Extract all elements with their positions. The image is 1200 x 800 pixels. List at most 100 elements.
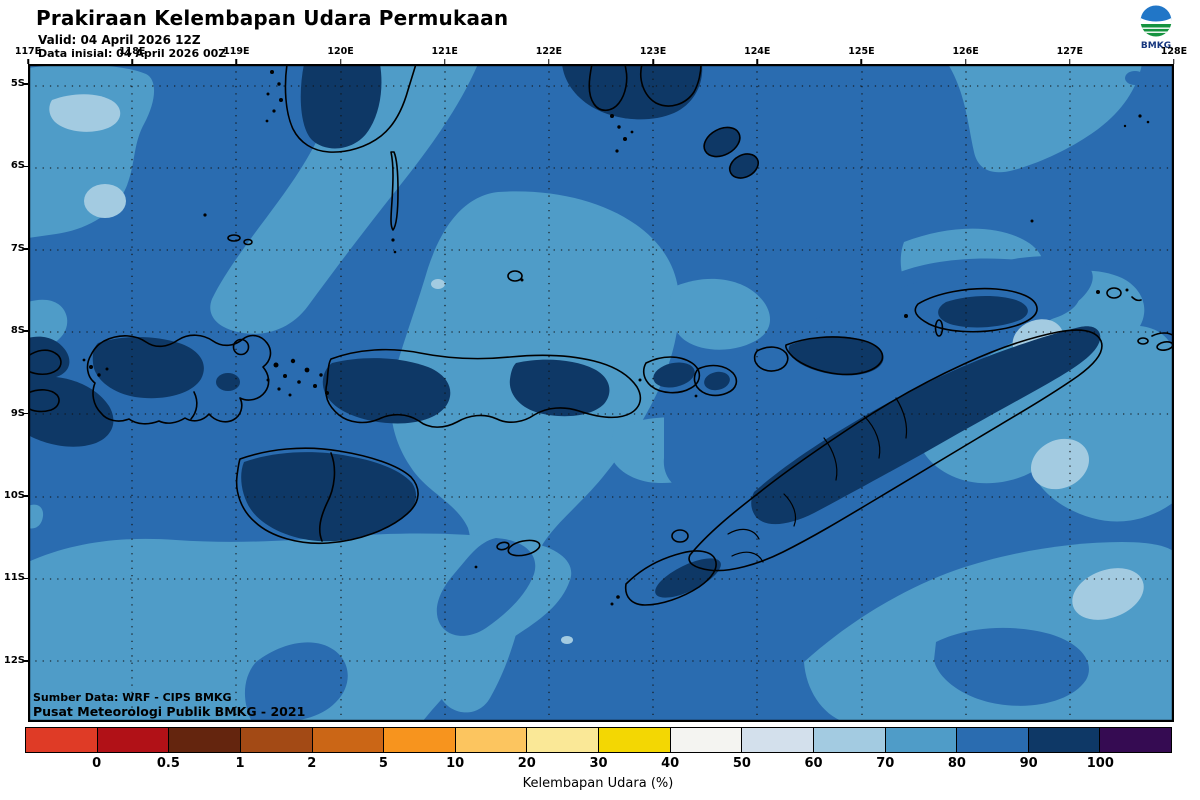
forecast-map [27,63,1175,723]
data-source-label: Sumber Data: WRF - CIPS BMKG [33,691,232,704]
colorbar-tick-label: 10 [446,756,465,771]
colorbar-tick-label: 100 [1086,756,1114,771]
lat-label: 6S [10,160,25,172]
colorbar-segment [884,728,957,752]
lat-label: 11S [3,572,25,584]
lat-label: 7S [10,242,25,254]
islet-pair-2 [243,238,253,246]
colorbar-segment [1027,728,1100,752]
axis-tick [23,330,28,332]
lat-label: 8S [10,325,25,337]
coast-pantar [753,346,789,372]
lat-label: 5S [10,78,25,89]
coast-adonara [642,356,701,394]
axis-tick [23,495,28,497]
coastlines [27,63,1175,606]
lon-label: 118E [119,46,146,57]
timor-inner-borders [727,397,908,563]
lon-label: 123E [639,46,667,57]
axis-tick [964,59,967,64]
lon-label: 120E [327,46,354,57]
island-savu [507,539,541,557]
bmkg-logo: BMKG [1134,4,1178,51]
island-raijua [496,541,510,551]
colorbar-tick-label: 60 [804,756,823,771]
coast-west-sumbawa [27,349,62,413]
colorbar-segment [812,728,885,752]
colorbar-title: Kelembapan Udara (%) [522,776,674,791]
colorbar-segment [669,728,742,752]
coast-lembata [693,364,738,397]
colorbar-segment [383,728,455,752]
colorbar-tick-label: 2 [307,756,317,771]
island-leti-1 [1137,337,1149,345]
page-title: Prakiraan Kelembapan Udara Permukaan [36,6,509,30]
axis-tick [652,59,654,64]
bay-saleh [190,391,198,420]
axis-tick [27,59,29,64]
colorbar-tick-label: 0.5 [156,756,180,771]
graticule [28,64,1174,722]
map-border [27,63,1175,723]
colorbar-segment [454,728,527,752]
colorbar-tick-label: 50 [732,756,751,771]
longitude-axis: 117E 118E 119E 120E 121E 122E 123E 124E 125E 126E… [0,46,1200,64]
lat-label: 12S [3,654,25,666]
lon-label: 124E [744,46,771,57]
axis-tick [443,59,446,64]
lon-label: 122E [535,46,563,57]
sumba-inner-line [319,452,336,542]
lon-label: 128E [1160,46,1188,57]
init-time-label: Data inisial: 04 April 2026 00Z [38,47,227,60]
coast-alor [785,336,884,376]
colorbar-segment [956,728,1028,752]
island-sangeang [232,338,250,356]
coast-flores [325,348,642,428]
colorbar-segment [168,728,240,752]
lon-label: 119E [223,46,250,57]
axis-tick [23,83,28,85]
lat-label: 10S [3,490,25,501]
axis-tick [235,59,238,64]
axis-tick [548,59,550,64]
latitude-axis: 5S 6S 7S 8S 9S 10S 11S 12S [0,0,28,800]
island-atauro [934,319,944,337]
colorbar-tick-label: 0 [92,756,102,771]
axis-tick [23,577,28,580]
colorbar-segment [741,728,813,752]
colorbar-segment [1099,728,1171,752]
colorbar-segment [96,728,169,752]
coast-south-sulawesi [284,63,417,153]
colorbar-tick-labels: 0 0.5 1 2 5 10 20 30 40 50 60 70 80 90 100 [0,756,1200,772]
colorbar-tick-label: 20 [517,756,536,771]
coast-wetar [914,287,1038,333]
lon-label: 127E [1056,46,1083,57]
axis-tick [131,59,133,64]
bmkg-logo-icon [1140,5,1172,37]
valid-time-label: Valid: 04 April 2026 12Z [38,33,201,47]
colorbar-tick-label: 40 [661,756,680,771]
lon-label: 121E [431,46,458,57]
colorbar-tick-label: 70 [876,756,895,771]
colorbar-tick-label: 90 [1019,756,1038,771]
lon-label: 117E [14,46,42,57]
island-kisar-ring [1106,287,1122,299]
coast-sumba [235,447,419,545]
lon-label: 125E [848,46,875,57]
island-wakatobi-1 [703,126,741,158]
colorbar-segment [26,728,97,752]
axis-tick [23,412,28,415]
small-islets [82,70,1150,606]
islet-pair-1 [227,234,241,242]
coast-timor [688,329,1103,572]
islet-mark [1131,296,1142,302]
colorbar-segment [598,728,670,752]
axis-tick [860,59,863,64]
axis-tick [756,59,758,64]
coast-selayar [390,151,399,231]
axis-tick [1173,59,1175,64]
coast-se-sulawesi [588,63,702,112]
island-semau [671,529,689,543]
colorbar-tick-label: 30 [589,756,608,771]
publisher-label: Pusat Meteorologi Publik BMKG - 2021 [33,704,306,719]
